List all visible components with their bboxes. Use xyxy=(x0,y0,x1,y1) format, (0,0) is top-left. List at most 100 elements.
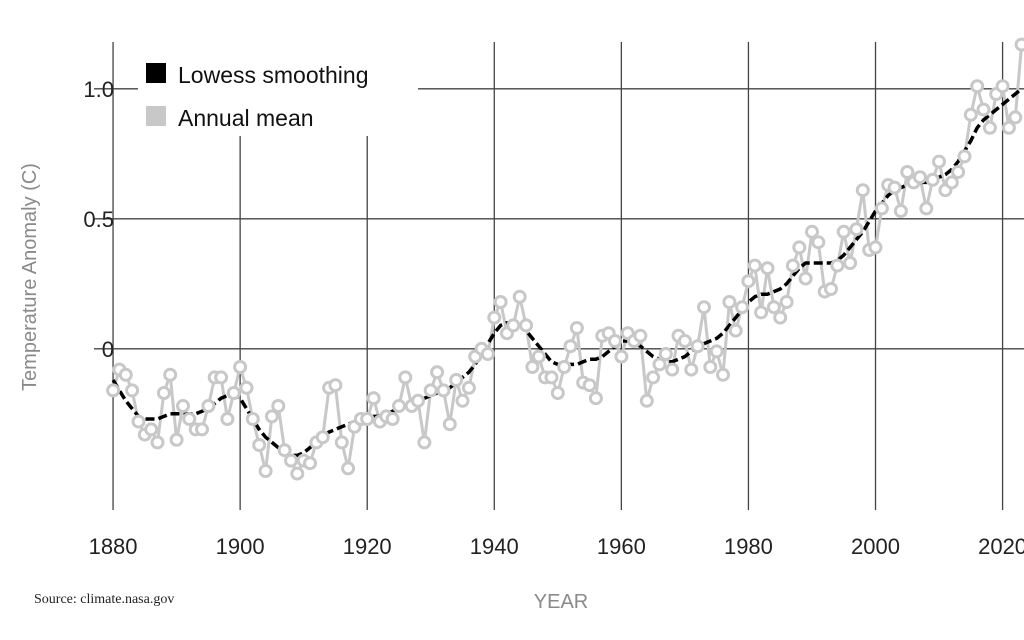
annual-mean-point-1955 xyxy=(582,378,597,393)
annual-mean-point-1930 xyxy=(423,383,438,398)
annual-mean-point-1949 xyxy=(544,370,559,385)
annual-mean-point-1987 xyxy=(785,258,800,273)
annual-mean-point-1941 xyxy=(493,295,508,309)
annual-mean-point-1936 xyxy=(461,380,476,395)
annual-mean-point-1905 xyxy=(264,409,279,424)
annual-mean-point-1995 xyxy=(836,224,851,239)
annual-mean-point-1908 xyxy=(284,453,298,468)
legend-label-lowess: Lowess smoothing xyxy=(178,62,369,88)
annual-mean-point-1966 xyxy=(652,357,667,372)
x-tick-label: 1880 xyxy=(89,534,138,559)
annual-mean-point-2017 xyxy=(976,102,991,117)
annual-mean-point-2009 xyxy=(925,172,940,187)
x-axis-title: YEAR xyxy=(534,591,588,613)
annual-mean-point-1887 xyxy=(150,435,165,450)
series-layer xyxy=(106,37,1024,481)
annual-mean-point-1981 xyxy=(747,258,762,273)
annual-mean-point-1907 xyxy=(277,443,292,458)
annual-mean-point-1895 xyxy=(201,399,216,413)
annual-mean-point-1903 xyxy=(252,438,267,452)
annual-mean-point-1970 xyxy=(677,334,692,348)
annual-mean-point-1884 xyxy=(131,414,146,429)
annual-mean-point-1967 xyxy=(658,347,673,361)
annual-mean-point-1906 xyxy=(271,399,286,413)
annual-mean-point-2021 xyxy=(1001,120,1016,135)
annual-mean-point-1972 xyxy=(690,339,705,354)
annual-mean-point-2018 xyxy=(982,120,997,135)
annual-mean-point-1988 xyxy=(792,240,807,255)
annual-mean-point-2005 xyxy=(900,165,915,179)
annual-mean-point-1989 xyxy=(798,271,813,286)
annual-mean-point-1917 xyxy=(341,461,356,476)
annual-mean-point-1996 xyxy=(843,256,858,270)
annual-mean-point-1901 xyxy=(239,380,254,395)
annual-mean-point-2014 xyxy=(957,149,972,164)
annual-mean-point-2012 xyxy=(944,175,959,190)
annual-mean-point-1933 xyxy=(442,417,457,432)
annual-mean-point-1926 xyxy=(398,370,413,385)
annual-mean-point-1985 xyxy=(773,310,788,325)
annual-mean-point-1975 xyxy=(709,344,724,359)
annual-mean-point-1928 xyxy=(411,393,425,408)
annual-mean-point-1897 xyxy=(214,370,229,385)
annual-mean-point-1899 xyxy=(226,386,241,400)
annual-mean-point-1998 xyxy=(855,183,870,198)
x-tick-label: 1980 xyxy=(724,534,773,559)
annual-mean-point-1968 xyxy=(665,362,680,377)
annual-mean-point-1960 xyxy=(614,349,629,364)
legend-background xyxy=(138,40,418,136)
annual-mean-point-1986 xyxy=(779,295,794,309)
annual-mean-point-1894 xyxy=(195,422,209,437)
annual-mean-point-1947 xyxy=(531,349,546,364)
x-tick-label: 2020 xyxy=(978,534,1024,559)
annual-mean-point-1915 xyxy=(328,378,343,393)
annual-mean-point-1973 xyxy=(697,300,711,315)
annual-mean-point-2004 xyxy=(893,204,908,218)
annual-mean-point-1994 xyxy=(830,258,845,273)
annual-mean-point-1929 xyxy=(417,435,432,450)
annual-mean-point-1939 xyxy=(480,347,495,361)
legend-swatch-annual xyxy=(146,106,166,126)
annual-mean-point-1909 xyxy=(290,466,305,481)
y-tick-label: 0 xyxy=(102,337,114,362)
annual-mean-point-2001 xyxy=(874,201,889,216)
annual-mean-point-1943 xyxy=(506,318,521,333)
annual-mean-point-1886 xyxy=(144,422,159,437)
y-tick-label: 1.0 xyxy=(83,77,114,102)
annual-mean-point-2022 xyxy=(1008,110,1023,125)
annual-mean-point-1965 xyxy=(646,370,661,385)
annual-mean-point-2003 xyxy=(887,180,902,195)
x-tick-label: 1960 xyxy=(597,534,646,559)
annual-mean-point-1882 xyxy=(118,367,133,382)
annual-mean-point-2023 xyxy=(1014,37,1024,52)
annual-mean-point-1921 xyxy=(366,391,381,406)
annual-mean-point-1900 xyxy=(233,360,248,374)
annual-mean-point-2008 xyxy=(919,201,934,216)
annual-mean-point-1979 xyxy=(735,300,750,315)
annual-mean-point-1916 xyxy=(334,435,349,450)
annual-mean-point-1931 xyxy=(430,365,445,380)
annual-mean-point-1952 xyxy=(563,339,578,354)
annual-mean-point-1946 xyxy=(525,360,540,374)
annual-mean-point-1984 xyxy=(766,300,781,315)
annual-mean-point-1904 xyxy=(258,464,273,478)
x-tick-label: 1900 xyxy=(216,534,265,559)
legend: Lowess smoothing Annual mean xyxy=(138,40,418,136)
y-tick-label: 0.5 xyxy=(83,207,114,232)
annual-mean-point-1980 xyxy=(741,274,756,289)
annual-mean-point-1888 xyxy=(156,386,171,400)
annual-mean-point-1983 xyxy=(760,261,775,276)
annual-mean-point-1982 xyxy=(754,305,769,320)
x-tick-label: 2000 xyxy=(851,534,900,559)
annual-mean-point-1963 xyxy=(633,328,648,343)
annual-mean-point-1997 xyxy=(849,222,864,237)
annual-mean-point-1934 xyxy=(449,373,464,387)
annual-mean-point-1959 xyxy=(608,334,622,348)
annual-mean-point-1920 xyxy=(360,412,375,426)
annual-mean-point-1925 xyxy=(392,399,406,413)
annual-mean-point-1964 xyxy=(639,393,654,408)
legend-swatch-lowess xyxy=(146,63,166,83)
y-axis-title: Temperature Anomaly (C) xyxy=(19,163,41,391)
annual-mean-point-1892 xyxy=(182,412,197,426)
annual-mean-point-1924 xyxy=(385,412,400,426)
